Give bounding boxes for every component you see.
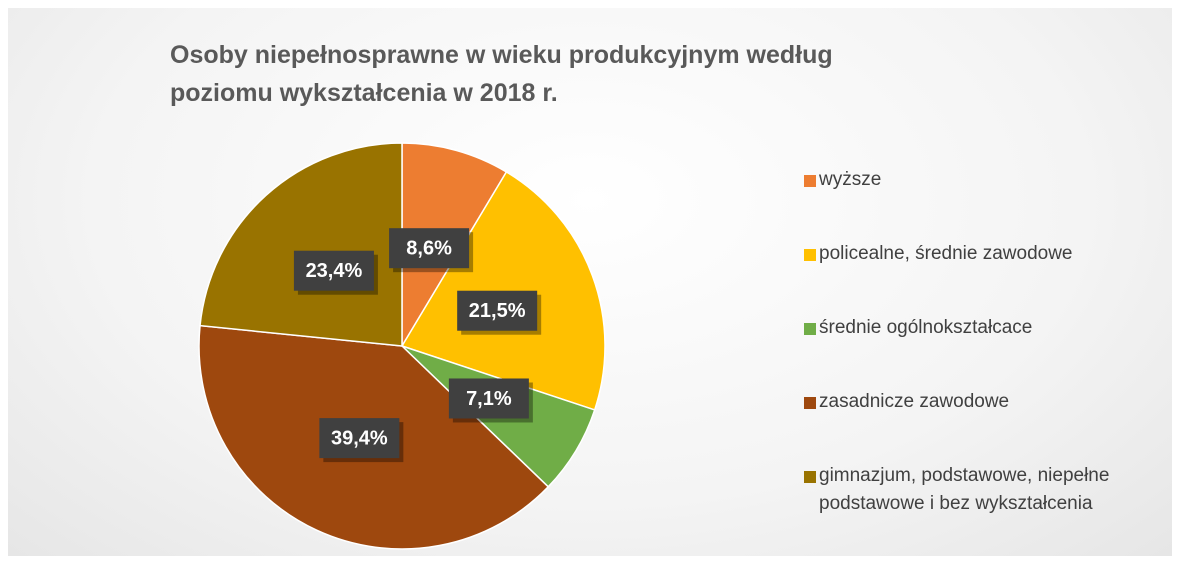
legend-swatch bbox=[804, 471, 816, 483]
data-label: 23,4% bbox=[306, 260, 363, 282]
legend-item: średnie ogólnokształcace bbox=[801, 314, 1161, 388]
legend-label: wyższe bbox=[819, 169, 882, 190]
legend-item: gimnazjum, podstawowe, niepełne podstawo… bbox=[801, 462, 1161, 536]
legend-item: wyższe bbox=[801, 166, 1161, 240]
data-label-box bbox=[448, 378, 529, 419]
legend-item: policealne, średnie zawodowe bbox=[801, 240, 1161, 314]
legend-swatch bbox=[804, 397, 816, 409]
legend-swatch bbox=[804, 249, 816, 261]
data-label-box bbox=[319, 418, 400, 459]
legend-label: zasadnicze zawodowe bbox=[819, 391, 1010, 412]
data-label-box bbox=[457, 290, 538, 331]
data-label: 8,6% bbox=[406, 237, 452, 259]
legend-label: gimnazjum, podstawowe, niepełne podstawo… bbox=[819, 465, 1110, 514]
data-label: 21,5% bbox=[469, 300, 526, 322]
legend: wyższe policealne, średnie zawodowe średni… bbox=[801, 166, 1161, 536]
pie-slice bbox=[199, 142, 403, 347]
data-label: 39,4% bbox=[331, 427, 388, 449]
legend-item: zasadnicze zawodowe bbox=[801, 388, 1161, 462]
data-label: 7,1% bbox=[466, 388, 512, 410]
legend-label: policealne, średnie zawodowe bbox=[819, 243, 1073, 264]
chart: 8,6% 21,5% 7,1% 39,4% 23,4% Osoby niepełnosp… bbox=[8, 8, 1172, 556]
legend-label: średnie ogólnokształcace bbox=[819, 317, 1033, 338]
data-label-box bbox=[389, 228, 470, 269]
legend-swatch bbox=[804, 175, 816, 187]
data-label-box bbox=[293, 250, 374, 291]
chart-title: Osoby niepełnosprawne w wieku produkcyjn… bbox=[170, 41, 833, 107]
pie-area: 8,6% 21,5% 7,1% 39,4% 23,4% bbox=[198, 142, 606, 550]
legend-swatch bbox=[804, 323, 816, 335]
